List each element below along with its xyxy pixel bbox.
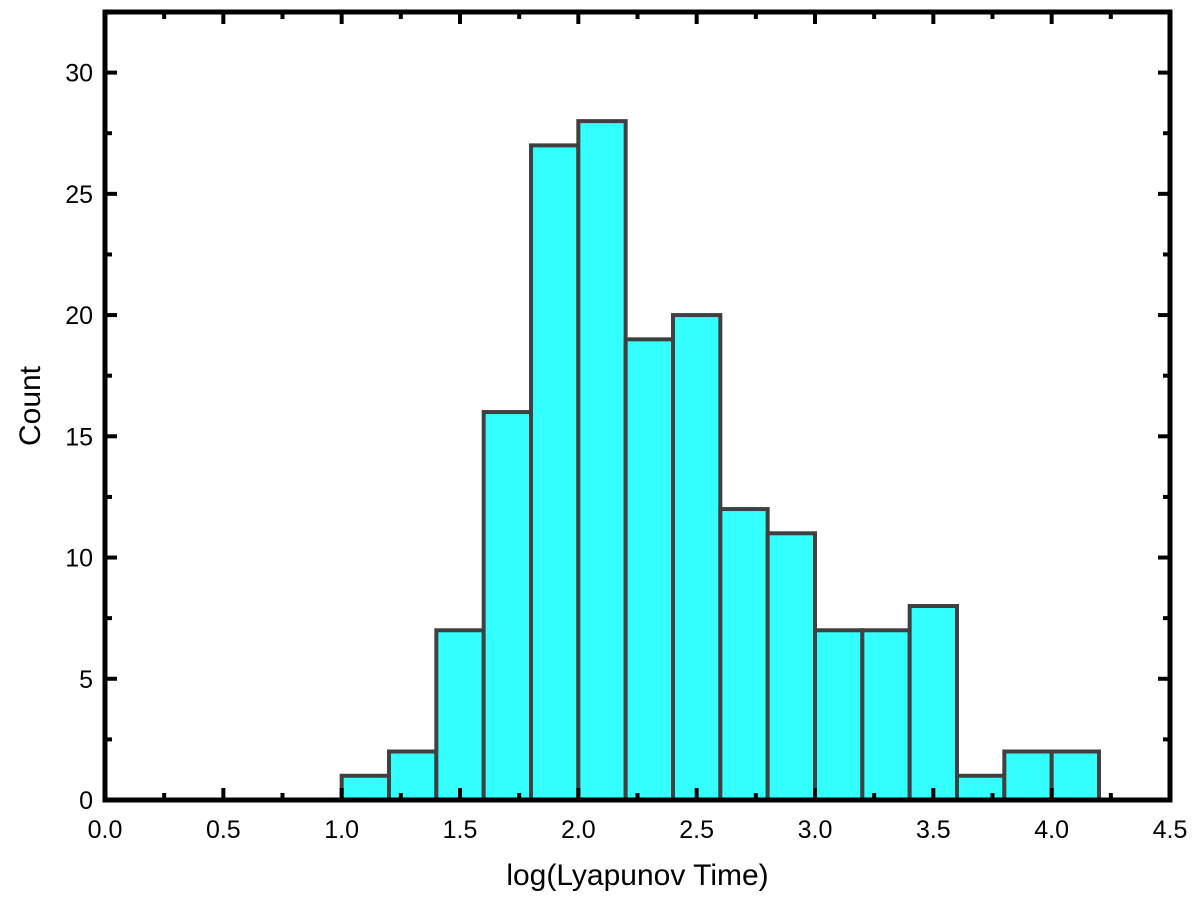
histogram-bar xyxy=(718,507,770,802)
histogram-bar xyxy=(813,628,865,802)
y-tick-labels: 0 5 10 15 20 25 30 xyxy=(65,60,93,815)
histogram-bar xyxy=(434,628,486,802)
y-axis-title: Count xyxy=(14,365,47,446)
x-axis-title: log(Lyapunov Time) xyxy=(506,859,768,892)
histogram-bar xyxy=(481,410,533,802)
x-tick-label: 1.0 xyxy=(324,816,359,844)
histogram-bar xyxy=(339,773,391,802)
x-tick-label: 0.0 xyxy=(88,816,123,844)
x-tick-label: 0.5 xyxy=(206,816,241,844)
x-tick-label: 3.0 xyxy=(798,816,833,844)
x-tick-label: 3.5 xyxy=(916,816,951,844)
y-tick-label: 5 xyxy=(79,666,93,694)
x-tick-label: 4.0 xyxy=(1034,816,1069,844)
histogram-bar xyxy=(387,749,439,802)
y-tick-label: 0 xyxy=(79,787,93,815)
plot-frame xyxy=(102,9,1173,803)
x-tick-labels: 0.0 0.5 1.0 1.5 2.0 2.5 3.0 3.5 4.0 4.5 xyxy=(88,816,1188,844)
histogram-bar xyxy=(576,119,628,803)
y-tick-label: 30 xyxy=(65,60,93,88)
histogram-bar xyxy=(955,773,1007,802)
histogram-bar xyxy=(671,313,723,802)
histogram-bar xyxy=(623,337,676,802)
histogram-bar xyxy=(1049,749,1101,802)
histogram-bar xyxy=(1002,749,1054,802)
x-tick-label: 2.5 xyxy=(679,816,714,844)
y-tick-label: 10 xyxy=(65,545,93,573)
bars-group xyxy=(339,119,1101,803)
histogram-bar xyxy=(860,628,912,802)
x-tick-label: 2.0 xyxy=(561,816,596,844)
histogram-bar xyxy=(907,604,960,802)
y-tick-label: 15 xyxy=(65,423,93,451)
histogram-bar xyxy=(765,531,818,802)
y-tick-label: 20 xyxy=(65,302,93,330)
x-tick-label: 1.5 xyxy=(443,816,478,844)
y-tick-label: 25 xyxy=(65,181,93,209)
x-tick-label: 4.5 xyxy=(1153,816,1188,844)
histogram-bar xyxy=(529,143,581,803)
